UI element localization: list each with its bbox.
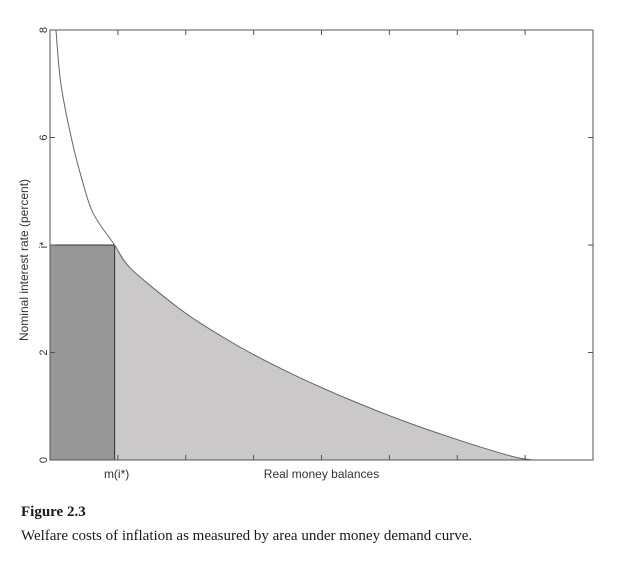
x-axis-label: Real money balances: [264, 467, 379, 481]
figure-caption-text: Welfare costs of inflation as measured b…: [21, 528, 473, 544]
y-tick-label: 8: [38, 27, 50, 33]
y-tick-label: 2: [38, 349, 50, 355]
welfare-cost-area: [114, 245, 534, 460]
y-tick-label: 0: [38, 457, 50, 463]
chart: 0 2 i* 6 8 m(i*) Real money balances Nominal in…: [17, 27, 594, 481]
seigniorage-rectangle: [49, 244, 116, 461]
y-tick-label: 6: [38, 134, 50, 140]
x-tick-label: m(i*): [104, 467, 129, 481]
y-axis-label: Nominal interest rate (percent): [17, 179, 31, 341]
y-tick-label: i*: [38, 241, 50, 248]
money-demand-curve: [55, 29, 534, 461]
figure-caption-label: Figure 2.3: [21, 504, 86, 520]
